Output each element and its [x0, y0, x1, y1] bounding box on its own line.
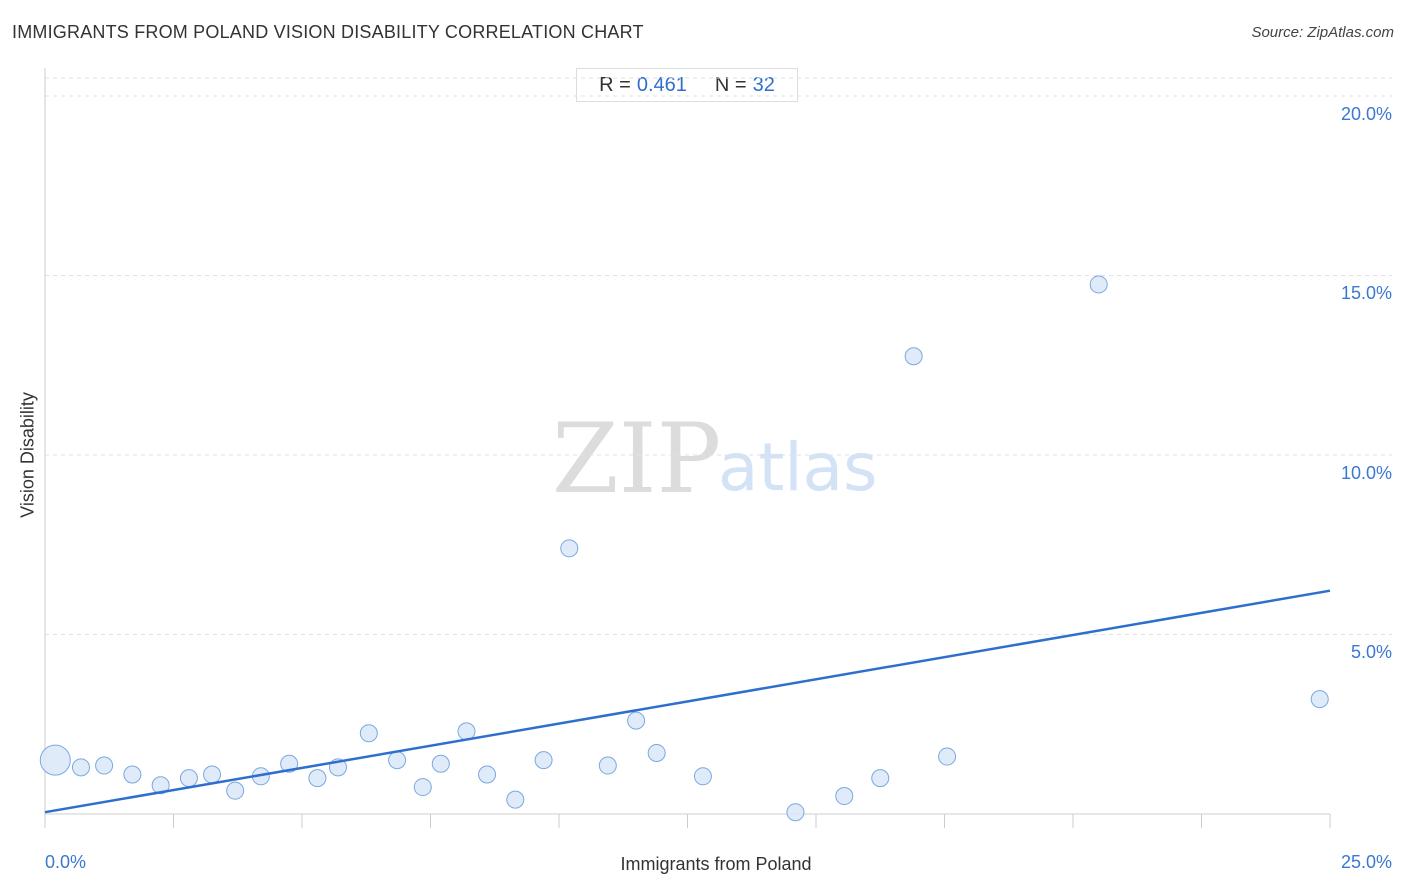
y-tick-label: 15.0%	[1340, 283, 1392, 304]
y-tick-label: 20.0%	[1340, 103, 1392, 124]
scatter-point	[1310, 690, 1329, 709]
axes	[44, 68, 1331, 828]
scatter-point	[388, 751, 407, 770]
watermark: ZIP atlas	[552, 403, 878, 515]
scatter-point	[179, 769, 198, 788]
scatter-point	[627, 711, 646, 730]
n-value: 32	[752, 73, 775, 96]
y-axis-label: Vision Disability	[17, 392, 38, 518]
x-tick-label-end: 25.0%	[1340, 852, 1392, 872]
scatter-point	[647, 743, 666, 762]
chart-title: IMMIGRANTS FROM POLAND VISION DISABILITY…	[12, 22, 644, 42]
y-tick-label: 10.0%	[1340, 462, 1392, 483]
x-axis-label: Immigrants from Poland	[620, 854, 812, 874]
scatter-point	[359, 724, 378, 743]
scatter-point	[431, 754, 450, 773]
scatter-point	[71, 758, 90, 777]
data-points	[39, 275, 1329, 822]
scatter-point	[308, 769, 327, 788]
x-tick-label-start: 0.0%	[45, 852, 87, 872]
scatter-point	[123, 765, 142, 784]
r-value: 0.461	[636, 73, 687, 96]
r-label: R =	[599, 73, 631, 96]
scatter-point	[904, 347, 923, 366]
scatter-point	[598, 756, 617, 775]
scatter-point	[226, 781, 245, 800]
gridlines	[45, 77, 1392, 635]
scatter-point	[478, 765, 497, 784]
scatter-point	[151, 776, 170, 795]
source-label: Source: ZipAtlas.com	[1251, 24, 1394, 41]
scatter-point	[786, 803, 805, 822]
trendline	[44, 589, 1331, 814]
scatter-point	[560, 539, 579, 558]
scatter-point	[39, 744, 71, 776]
scatter-point	[203, 765, 222, 784]
watermark-atlas: atlas	[718, 429, 878, 506]
scatter-point	[95, 756, 114, 775]
scatter-point	[835, 787, 854, 806]
scatter-point	[938, 747, 957, 766]
watermark-zip: ZIP	[552, 403, 721, 515]
n-label: N =	[714, 73, 747, 96]
trendline-group	[44, 589, 1331, 814]
scatter-point	[506, 790, 525, 809]
scatter-point	[871, 769, 890, 788]
scatter-point	[413, 778, 432, 797]
y-tick-label: 5.0%	[1350, 642, 1392, 663]
scatter-point	[693, 767, 712, 786]
scatter-point	[534, 751, 553, 770]
scatter-point	[1089, 275, 1108, 294]
scatter-point	[280, 754, 299, 773]
